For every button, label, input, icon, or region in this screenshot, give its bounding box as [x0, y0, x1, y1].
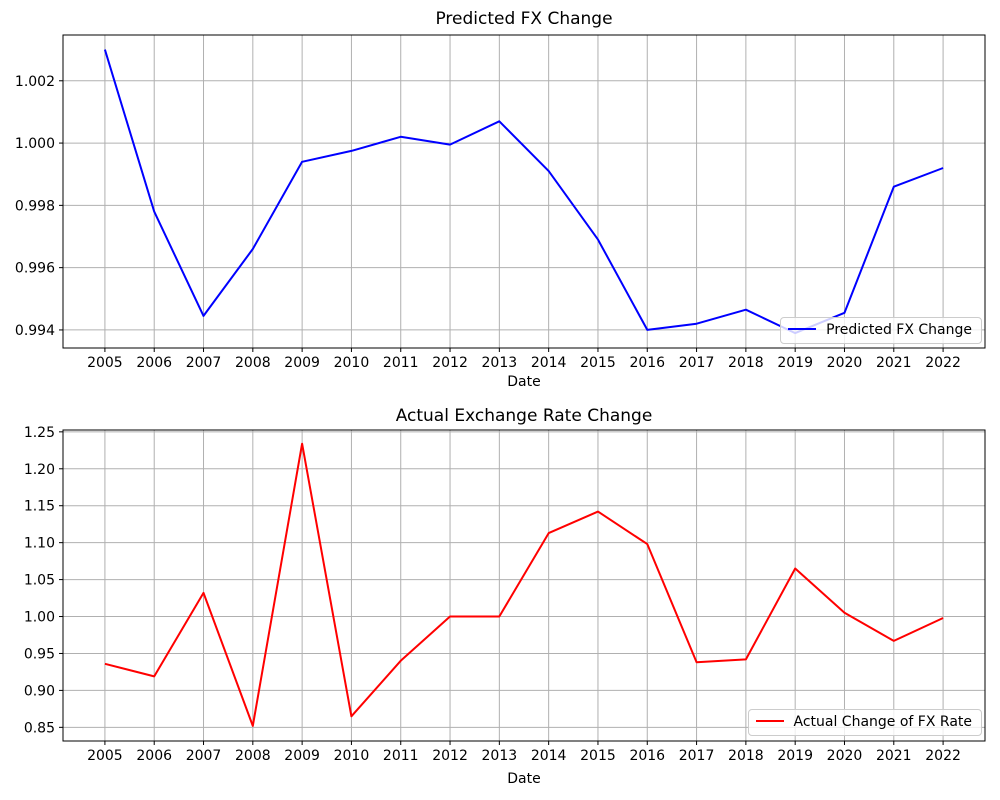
- x-tick-label: 2015: [580, 355, 616, 371]
- y-tick-label: 1.00: [24, 610, 55, 626]
- y-tick-label: 1.10: [24, 536, 55, 552]
- x-tick-label: 2009: [284, 355, 320, 371]
- y-tick-label: 1.05: [24, 573, 55, 589]
- y-tick-label: 1.000: [15, 136, 55, 152]
- x-tick-label: 2014: [531, 355, 567, 371]
- x-tick-label: 2010: [334, 355, 370, 371]
- chart-title: Predicted FX Change: [435, 9, 613, 29]
- y-tick-label: 0.998: [15, 198, 55, 214]
- x-tick-label: 2019: [777, 748, 813, 764]
- legend-label: Actual Change of FX Rate: [793, 714, 973, 730]
- x-tick-label: 2017: [679, 355, 715, 371]
- plot-border: [62, 429, 986, 742]
- x-tick-label: 2005: [87, 355, 123, 371]
- x-tick-label: 2013: [482, 355, 518, 371]
- y-tick-label: 1.25: [24, 425, 55, 441]
- data-line: [103, 49, 944, 335]
- x-tick-label: 2007: [186, 748, 222, 764]
- x-tick-label: 2008: [235, 355, 271, 371]
- x-tick-label: 2021: [876, 748, 912, 764]
- x-tick-label: 2018: [728, 748, 764, 764]
- x-tick-label: 2005: [87, 748, 123, 764]
- x-tick-label: 2008: [235, 748, 271, 764]
- x-tick-label: 2016: [629, 748, 665, 764]
- y-tick-label: 1.20: [24, 462, 55, 478]
- x-tick-label: 2022: [925, 355, 961, 371]
- y-tick-label: 0.996: [15, 261, 55, 277]
- y-tick-label: 0.85: [24, 720, 55, 736]
- x-tick-label: 2015: [580, 748, 616, 764]
- x-tick-label: 2018: [728, 355, 764, 371]
- chart-title: Actual Exchange Rate Change: [395, 406, 653, 426]
- legend: Actual Change of FX Rate: [747, 709, 982, 736]
- y-tick-label: 0.95: [24, 646, 55, 662]
- plot-border: [62, 34, 986, 349]
- x-tick-label: 2010: [334, 748, 370, 764]
- actual-fx-chart-panel: Actual Exchange Rate Change 2005 2006 2007…: [0, 400, 1000, 800]
- x-tick-label: 2006: [136, 748, 172, 764]
- y-tick-label: 1.002: [15, 74, 55, 90]
- x-axis-label: Date: [507, 374, 541, 390]
- x-tick-label: 2020: [827, 748, 863, 764]
- x-tick-label: 2007: [186, 355, 222, 371]
- x-tick-label: 2016: [629, 355, 665, 371]
- y-tick-label: 0.90: [24, 683, 55, 699]
- x-tick-label: 2012: [432, 748, 468, 764]
- actual-fx-plot-canvas: 2005 2006 2007 2008 2009 2010 2011 2012 2013 2014…: [24, 425, 986, 764]
- y-tick-label: 0.994: [15, 323, 55, 339]
- x-tick-label: 2020: [827, 355, 863, 371]
- data-line: [104, 442, 944, 727]
- x-tick-label: 2012: [432, 355, 468, 371]
- x-tick-label: 2009: [284, 748, 320, 764]
- legend-label: Predicted FX Change: [826, 322, 972, 338]
- y-tick-label: 1.15: [24, 499, 55, 515]
- predicted-fx-chart-panel: Predicted FX Change 2005 2006 2007 2008 2009…: [15, 9, 986, 390]
- x-tick-label: 2006: [136, 355, 172, 371]
- x-tick-label: 2014: [531, 748, 567, 764]
- x-tick-label: 2011: [383, 748, 419, 764]
- legend-line-sample: [788, 328, 817, 330]
- legend: Predicted FX Change: [780, 317, 982, 344]
- x-tick-label: 2017: [679, 748, 715, 764]
- legend-line-sample: [755, 720, 784, 722]
- x-tick-label: 2013: [482, 748, 518, 764]
- predicted-fx-plot-canvas: 2005 2006 2007 2008 2009 2010 2011 2012 2013 2014…: [15, 34, 986, 371]
- x-axis-label: Date: [507, 771, 541, 787]
- x-tick-label: 2019: [777, 355, 813, 371]
- x-tick-label: 2011: [383, 355, 419, 371]
- x-tick-label: 2022: [925, 748, 961, 764]
- x-tick-label: 2021: [876, 355, 912, 371]
